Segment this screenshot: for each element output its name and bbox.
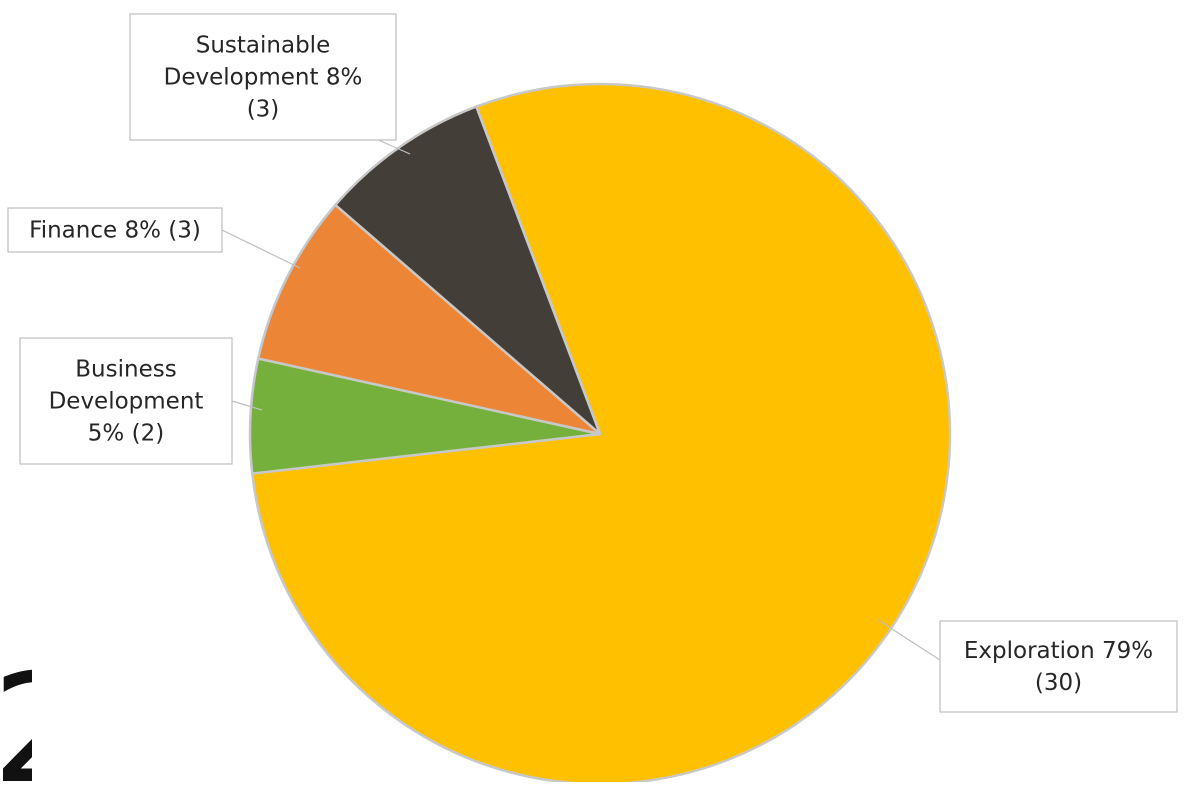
data-label-box <box>129 13 397 141</box>
data-label-text: (30) <box>1035 670 1082 696</box>
data-label-box <box>939 620 1178 713</box>
pie-slice-sustainable-development <box>334 105 602 436</box>
leader-line-sustainable-development <box>373 137 411 155</box>
data-label-text: 5% (2) <box>88 421 164 447</box>
data-label-business-development: Business Development 5% (2) <box>19 337 233 465</box>
data-label-text: (3) <box>247 97 280 123</box>
leader-line-business-development <box>231 400 263 411</box>
leader-line-finance <box>221 229 301 269</box>
data-label-text: Business <box>75 357 176 383</box>
pie-slice-exploration <box>250 82 952 782</box>
data-label-text: Development <box>49 389 204 415</box>
leader-line-exploration <box>877 619 941 661</box>
data-label-exploration: Exploration 79% (30) <box>939 620 1178 713</box>
data-label-finance: Finance 8% (3) <box>7 207 223 253</box>
cropped-page-number: 2 <box>0 655 32 785</box>
data-label-box <box>7 207 223 253</box>
data-label-text: Exploration 79% <box>964 638 1153 664</box>
data-label-sustainable-development: Sustainable Development 8% (3) <box>129 13 397 141</box>
pie-slice-finance <box>256 203 602 436</box>
data-label-text: Sustainable <box>196 33 330 59</box>
data-labels: Exploration 79% (30) Business Development 5%… <box>7 13 1178 713</box>
data-label-text: Development 8% <box>164 65 363 91</box>
data-label-box <box>19 337 233 465</box>
data-label-text: Finance 8% (3) <box>29 218 201 244</box>
leader-lines <box>221 137 941 661</box>
pie-slices <box>248 82 952 782</box>
